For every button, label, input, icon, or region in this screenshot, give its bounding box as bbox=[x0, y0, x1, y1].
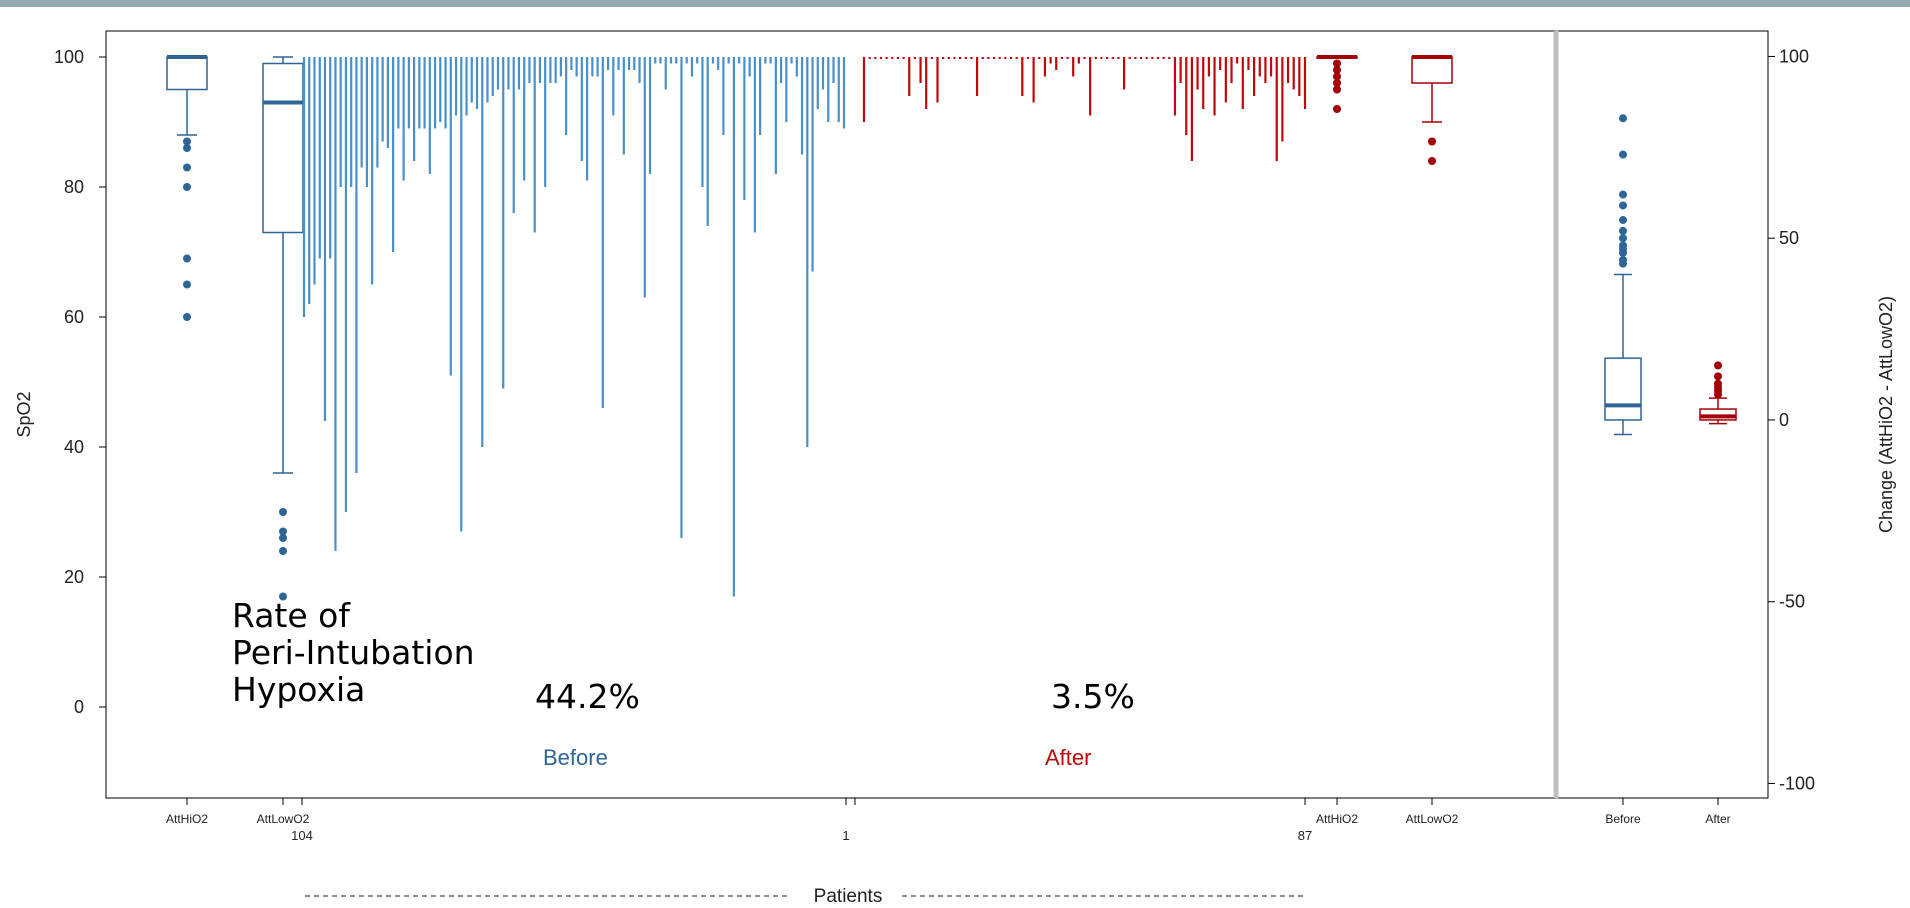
after-rate-value: 3.5% bbox=[1051, 677, 1135, 716]
x-tick-104-label: 104 bbox=[291, 828, 313, 843]
x-tick-atthio2-after-label: AttHiO2 bbox=[1316, 812, 1358, 826]
hypoxia-label-line-2: Peri-Intubation bbox=[232, 633, 475, 672]
after-atthio2-outlier bbox=[1333, 85, 1341, 94]
before-attlowo2-outlier bbox=[279, 592, 287, 601]
before-period-label: Before bbox=[543, 745, 608, 770]
change-after-outlier bbox=[1714, 361, 1722, 370]
change-before-outlier bbox=[1619, 114, 1627, 123]
x-tick-attlowo2-after-label: AttLowO2 bbox=[1406, 812, 1459, 826]
before-atthio2-outlier bbox=[183, 280, 191, 289]
y-tick-label: 100 bbox=[54, 47, 84, 67]
before-attlowo2-outlier bbox=[279, 527, 287, 536]
before-atthio2-outlier bbox=[183, 313, 191, 321]
after-atthio2-outlier bbox=[1333, 105, 1341, 113]
change-before-outlier bbox=[1619, 150, 1627, 159]
hypoxia-label-line-3: Hypoxia bbox=[232, 670, 366, 709]
y-tick-label: 0 bbox=[74, 697, 84, 717]
before-atthio2-outlier bbox=[183, 144, 191, 152]
before-atthio2-outlier bbox=[183, 163, 191, 172]
after-atthio2-outlier bbox=[1333, 79, 1341, 87]
right-y-tick-label: 100 bbox=[1779, 46, 1809, 66]
change-before-outlier bbox=[1619, 190, 1627, 199]
after-attlowo2-outlier bbox=[1428, 137, 1436, 146]
right-y-tick-label: 50 bbox=[1779, 228, 1799, 248]
x-tick-87-label: 87 bbox=[1298, 828, 1312, 843]
hypoxia-label-line-1: Rate of bbox=[232, 596, 350, 635]
change-before-outlier bbox=[1619, 256, 1627, 265]
right-y-axis-label: Change (AttHiO2 - AttLowO2) bbox=[1876, 296, 1896, 533]
change-after-outlier bbox=[1714, 379, 1722, 388]
right-x-tick-label: After bbox=[1705, 812, 1730, 826]
right-y-tick-label: -100 bbox=[1779, 773, 1815, 793]
top-accent-bar bbox=[0, 0, 1910, 7]
before-attlowo2-outlier bbox=[279, 508, 287, 516]
after-period-label: After bbox=[1045, 745, 1092, 770]
x-tick-1-before-label: 1 bbox=[842, 828, 849, 843]
before-atthio2-outlier bbox=[183, 183, 191, 191]
x-tick-atthio2-before-label: AttHiO2 bbox=[166, 812, 208, 826]
before-rate-value: 44.2% bbox=[535, 677, 640, 716]
y-tick-label: 60 bbox=[64, 307, 84, 327]
before-atthio2-outlier bbox=[183, 137, 191, 146]
hypoxia-rate-label: Rate of Peri-Intubation Hypoxia bbox=[232, 597, 475, 708]
before-attlowo2-outlier bbox=[279, 534, 287, 542]
before-attlowo2-outlier bbox=[279, 547, 287, 555]
x-tick-attlowo2-before-label: AttLowO2 bbox=[257, 812, 310, 826]
after-atthio2-outlier bbox=[1333, 72, 1341, 81]
change-before-box bbox=[1604, 357, 1642, 421]
change-before-outlier bbox=[1619, 201, 1627, 210]
right-y-tick-label: 0 bbox=[1779, 410, 1789, 430]
after-attlowo2-outlier bbox=[1428, 157, 1436, 165]
change-after-outlier bbox=[1714, 372, 1722, 381]
x-axis-label: Patients bbox=[814, 886, 883, 907]
right-x-tick-label: Before bbox=[1605, 812, 1641, 826]
after-atthio2-outlier bbox=[1333, 59, 1341, 68]
change-before-outlier bbox=[1619, 234, 1627, 243]
before-atthio2-outlier bbox=[183, 254, 191, 263]
change-before-outlier bbox=[1619, 216, 1627, 225]
y-tick-label: 80 bbox=[64, 177, 84, 197]
right-y-tick-label: -50 bbox=[1779, 592, 1805, 612]
after-attlowo2-box bbox=[1411, 56, 1453, 84]
change-before-outlier bbox=[1619, 226, 1627, 235]
change-before-outlier bbox=[1619, 241, 1627, 250]
y-tick-label: 40 bbox=[64, 437, 84, 457]
before-atthio2-box bbox=[166, 56, 208, 91]
before-attlowo2-box bbox=[262, 62, 304, 234]
y-tick-label: 20 bbox=[64, 567, 84, 587]
after-atthio2-outlier bbox=[1333, 66, 1341, 74]
y-axis-label: SpO2 bbox=[14, 391, 34, 437]
